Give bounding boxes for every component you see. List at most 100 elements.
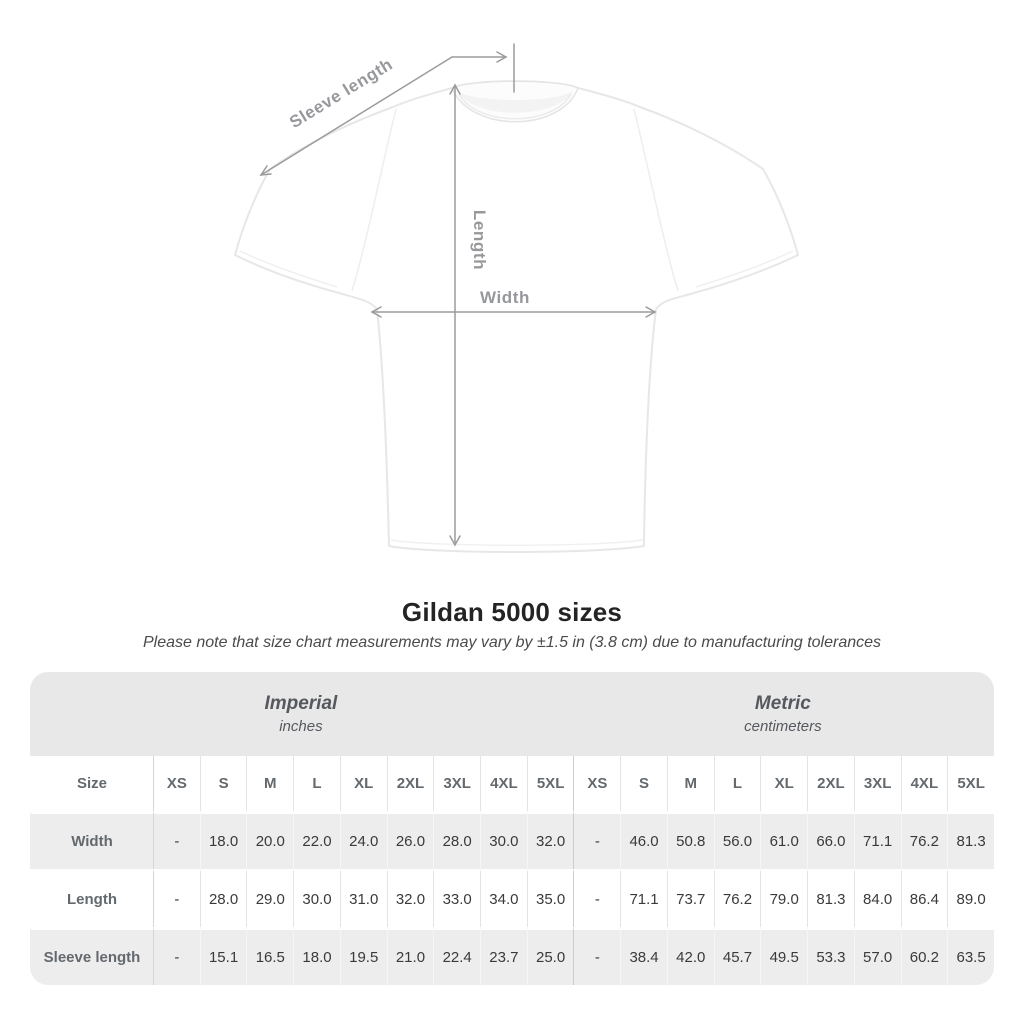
size-header-metric-xl: XL <box>760 756 808 811</box>
size-header-imperial-5xl: 5XL <box>526 756 574 811</box>
table-cell-metric: 42.0 <box>666 927 714 985</box>
table-cell-imperial: 28.0 <box>433 811 481 869</box>
measurement-arrows <box>259 43 657 547</box>
hem-stitch <box>390 539 644 546</box>
table-cell-metric: 84.0 <box>853 869 901 927</box>
table-cell-imperial: 18.0 <box>199 811 247 869</box>
imperial-label: Imperial <box>264 693 338 714</box>
table-cell-metric: 81.3 <box>947 811 994 869</box>
tshirt-measurement-diagram: Sleeve length Length Width <box>234 43 799 553</box>
table-cell-imperial: - <box>153 811 200 869</box>
table-cell-imperial: 25.0 <box>526 927 574 985</box>
size-header-imperial-xs: XS <box>153 756 200 811</box>
table-cell-imperial: 22.4 <box>433 927 481 985</box>
table-cell-metric: 53.3 <box>807 927 854 985</box>
table-cell-metric: 76.2 <box>713 869 761 927</box>
table-cell-imperial: 29.0 <box>246 869 294 927</box>
table-cell-metric: 50.8 <box>666 811 714 869</box>
table-cell-metric: 66.0 <box>807 811 854 869</box>
row-label: Length <box>30 869 153 927</box>
table-cell-imperial: 34.0 <box>480 869 527 927</box>
imperial-unit-label: inches <box>279 718 323 735</box>
table-cell-imperial: 19.5 <box>339 927 387 985</box>
measurement-row-length: Length -28.0 29.0 30.0 31.0 32.0 33.0 34.0 35.0-… <box>30 869 994 927</box>
collar-inner-shadow <box>457 91 573 113</box>
table-cell-metric: 76.2 <box>900 811 948 869</box>
table-cell-imperial: 24.0 <box>339 811 387 869</box>
tshirt-outline <box>234 80 799 553</box>
table-cell-metric: - <box>573 811 621 869</box>
imperial-section-header: Imperial inches <box>30 672 572 756</box>
table-cell-metric: 49.5 <box>760 927 808 985</box>
table-cell-imperial: - <box>153 869 200 927</box>
width-label: Width <box>480 288 530 307</box>
table-cell-metric: 61.0 <box>760 811 808 869</box>
table-cell-metric: 89.0 <box>947 869 994 927</box>
size-header-imperial-l: L <box>293 756 340 811</box>
table-cell-imperial: 18.0 <box>293 927 340 985</box>
table-cell-metric: 56.0 <box>713 811 761 869</box>
size-header-imperial-m: M <box>246 756 294 811</box>
size-header-metric-2xl: 2XL <box>807 756 854 811</box>
size-header-metric-m: M <box>666 756 714 811</box>
table-cell-imperial: 16.5 <box>246 927 294 985</box>
right-sleeve-seam <box>633 108 679 292</box>
table-cell-metric: 63.5 <box>947 927 994 985</box>
size-header-metric-4xl: 4XL <box>900 756 948 811</box>
table-cell-imperial: 30.0 <box>293 869 340 927</box>
metric-unit-label: centimeters <box>744 718 822 735</box>
table-cell-imperial: 30.0 <box>480 811 527 869</box>
table-cell-metric: - <box>573 869 621 927</box>
table-cell-imperial: 31.0 <box>339 869 387 927</box>
left-sleeve-stitch <box>239 250 338 288</box>
left-sleeve-seam <box>351 108 397 292</box>
measurement-row-width: Width -18.0 20.0 22.0 24.0 26.0 28.0 30.0 32.0-4… <box>30 811 994 869</box>
length-label: Length <box>470 210 489 270</box>
metric-section-header: Metric centimeters <box>572 672 994 756</box>
table-cell-imperial: 15.1 <box>199 927 247 985</box>
measurements-table: Size XS S M L XL 2XL 3XL 4XL 5XL XS S M L XL 2XL 3XL 4XL 5… <box>30 756 994 985</box>
row-label: Sleeve length <box>30 927 153 985</box>
table-cell-metric: 81.3 <box>807 869 854 927</box>
width-arrow <box>370 306 657 318</box>
table-cell-metric: 38.4 <box>620 927 667 985</box>
size-header-imperial-2xl: 2XL <box>386 756 434 811</box>
table-cell-metric: - <box>573 927 621 985</box>
size-header-imperial-s: S <box>199 756 247 811</box>
table-cell-imperial: 32.0 <box>526 811 574 869</box>
size-column-header: Size <box>30 756 153 811</box>
table-cell-metric: 79.0 <box>760 869 808 927</box>
table-cell-imperial: 22.0 <box>293 811 340 869</box>
unit-header-band: Imperial inches Metric centimeters <box>30 672 994 756</box>
size-table-card: Imperial inches Metric centimeters Size X… <box>30 672 994 985</box>
row-label: Width <box>30 811 153 869</box>
tolerance-note: Please note that size chart measurements… <box>142 634 882 651</box>
collar-ribbing <box>458 93 572 120</box>
size-header-imperial-4xl: 4XL <box>480 756 527 811</box>
size-header-imperial-3xl: 3XL <box>433 756 481 811</box>
size-header-metric-3xl: 3XL <box>853 756 901 811</box>
size-header-metric-l: L <box>713 756 761 811</box>
table-cell-imperial: 23.7 <box>480 927 527 985</box>
table-cell-imperial: 33.0 <box>433 869 481 927</box>
metric-label: Metric <box>754 693 811 714</box>
table-cell-metric: 60.2 <box>900 927 948 985</box>
table-cell-imperial: 21.0 <box>386 927 434 985</box>
table-cell-imperial: 28.0 <box>199 869 247 927</box>
table-cell-metric: 45.7 <box>713 927 761 985</box>
table-cell-metric: 73.7 <box>666 869 714 927</box>
right-sleeve-stitch <box>695 250 794 288</box>
chart-title: Gildan 5000 sizes <box>401 597 623 627</box>
table-cell-metric: 86.4 <box>900 869 948 927</box>
length-arrow <box>449 83 461 547</box>
table-cell-imperial: 26.0 <box>386 811 434 869</box>
size-header-metric-xs: XS <box>573 756 621 811</box>
table-cell-metric: 46.0 <box>620 811 667 869</box>
measurement-row-sleeve-length: Sleeve length - 15.1 16.5 18.0 19.5 21.0 22.4 23… <box>30 927 994 985</box>
sleeve-length-arrow <box>259 51 508 176</box>
table-header-row: Size XS S M L XL 2XL 3XL 4XL 5XL XS S M L XL 2XL 3XL 4XL 5… <box>30 756 994 811</box>
size-header-imperial-xl: XL <box>339 756 387 811</box>
size-header-metric-s: S <box>620 756 667 811</box>
size-header-metric-5xl: 5XL <box>947 756 994 811</box>
